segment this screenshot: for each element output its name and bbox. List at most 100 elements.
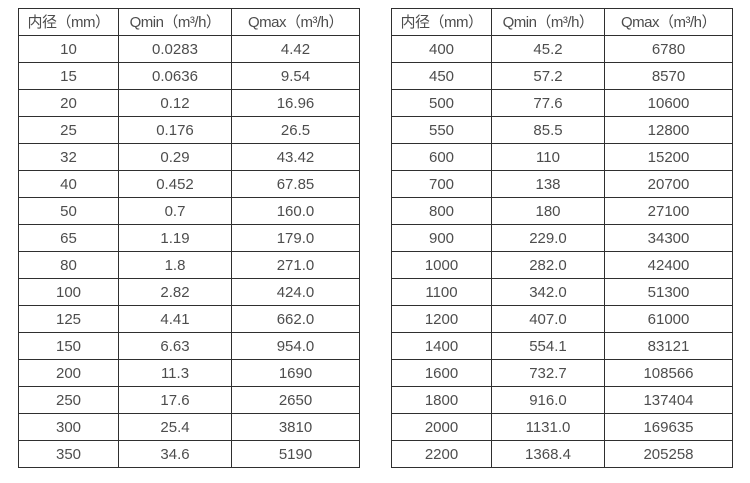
table-header-row: 内径（mm） Qmin（m³/h） Qmax（m³/h） [18,8,360,36]
table-cell: 67.85 [231,170,360,198]
table-cell: 4.42 [231,35,360,63]
table-cell: 34300 [604,224,733,252]
table-cell: 407.0 [491,305,605,333]
table-cell: 6.63 [118,332,232,360]
table-cell: 10 [18,35,119,63]
table-cell: 2.82 [118,278,232,306]
column-header-diameter: 内径（mm） [391,8,492,36]
table-cell: 1368.4 [491,440,605,468]
table-cell: 11.3 [118,359,232,387]
table-cell: 0.29 [118,143,232,171]
table-cell: 125 [18,305,119,333]
table-header: 内径（mm） Qmin（m³/h） Qmax（m³/h） [18,8,360,36]
table-cell: 1000 [391,251,492,279]
table-cell: 200 [18,359,119,387]
table-cell: 550 [391,116,492,144]
table-cell: 169635 [604,413,733,441]
table-cell: 40 [18,170,119,198]
table-cell: 450 [391,62,492,90]
table-cell: 732.7 [491,359,605,387]
table-cell: 600 [391,143,492,171]
table-row: 550 85.5 12800 [391,116,733,144]
table-row: 20 0.12 16.96 [18,89,360,117]
table-row: 500 77.6 10600 [391,89,733,117]
table-cell: 500 [391,89,492,117]
table-cell: 16.96 [231,89,360,117]
table-cell: 1131.0 [491,413,605,441]
column-header-qmin: Qmin（m³/h） [118,8,232,36]
table-cell: 1.19 [118,224,232,252]
table-cell: 6780 [604,35,733,63]
table-cell: 2000 [391,413,492,441]
table-cell: 2650 [231,386,360,414]
table-body: 10 0.0283 4.42 15 0.0636 9.54 20 0.12 16.96 25 0.1… [18,35,360,468]
table-cell: 110 [491,143,605,171]
table-cell: 662.0 [231,305,360,333]
table-cell: 17.6 [118,386,232,414]
table-header-row: 内径（mm） Qmin（m³/h） Qmax（m³/h） [391,8,733,36]
table-cell: 0.12 [118,89,232,117]
table-row: 250 17.6 2650 [18,386,360,414]
table-cell: 20 [18,89,119,117]
table-row: 1400 554.1 83121 [391,332,733,360]
table-cell: 42400 [604,251,733,279]
table-cell: 229.0 [491,224,605,252]
table-cell: 25 [18,116,119,144]
table-cell: 0.176 [118,116,232,144]
table-row: 350 34.6 5190 [18,440,360,468]
table-row: 800 180 27100 [391,197,733,225]
table-row: 1600 732.7 108566 [391,359,733,387]
table-cell: 12800 [604,116,733,144]
table-cell: 1800 [391,386,492,414]
table-cell: 180 [491,197,605,225]
table-cell: 27100 [604,197,733,225]
table-row: 80 1.8 271.0 [18,251,360,279]
table-cell: 400 [391,35,492,63]
table-cell: 5190 [231,440,360,468]
table-cell: 138 [491,170,605,198]
table-cell: 61000 [604,305,733,333]
table-cell: 26.5 [231,116,360,144]
table-cell: 108566 [604,359,733,387]
table-cell: 51300 [604,278,733,306]
table-cell: 1690 [231,359,360,387]
table-cell: 160.0 [231,197,360,225]
table-cell: 1100 [391,278,492,306]
table-cell: 77.6 [491,89,605,117]
table-cell: 0.452 [118,170,232,198]
table-cell: 250 [18,386,119,414]
table-row: 300 25.4 3810 [18,413,360,441]
table-cell: 4.41 [118,305,232,333]
table-cell: 150 [18,332,119,360]
table-row: 32 0.29 43.42 [18,143,360,171]
table-row: 1800 916.0 137404 [391,386,733,414]
table-row: 400 45.2 6780 [391,35,733,63]
table-cell: 271.0 [231,251,360,279]
table-row: 40 0.452 67.85 [18,170,360,198]
table-cell: 34.6 [118,440,232,468]
table-cell: 43.42 [231,143,360,171]
column-header-qmax: Qmax（m³/h） [231,8,360,36]
table-cell: 179.0 [231,224,360,252]
table-cell: 85.5 [491,116,605,144]
table-cell: 45.2 [491,35,605,63]
table-cell: 1.8 [118,251,232,279]
flow-spec-table-small-diameters: 内径（mm） Qmin（m³/h） Qmax（m³/h） 10 0.0283 4.4… [18,8,360,468]
table-cell: 137404 [604,386,733,414]
table-cell: 1200 [391,305,492,333]
table-row: 2000 1131.0 169635 [391,413,733,441]
table-cell: 800 [391,197,492,225]
table-cell: 50 [18,197,119,225]
table-cell: 900 [391,224,492,252]
table-cell: 57.2 [491,62,605,90]
column-header-diameter: 内径（mm） [18,8,119,36]
table-cell: 1400 [391,332,492,360]
table-row: 450 57.2 8570 [391,62,733,90]
table-cell: 65 [18,224,119,252]
table-cell: 83121 [604,332,733,360]
table-cell: 32 [18,143,119,171]
table-body: 400 45.2 6780 450 57.2 8570 500 77.6 10600 550 85.… [391,35,733,468]
table-cell: 205258 [604,440,733,468]
table-row: 2200 1368.4 205258 [391,440,733,468]
table-row: 1200 407.0 61000 [391,305,733,333]
